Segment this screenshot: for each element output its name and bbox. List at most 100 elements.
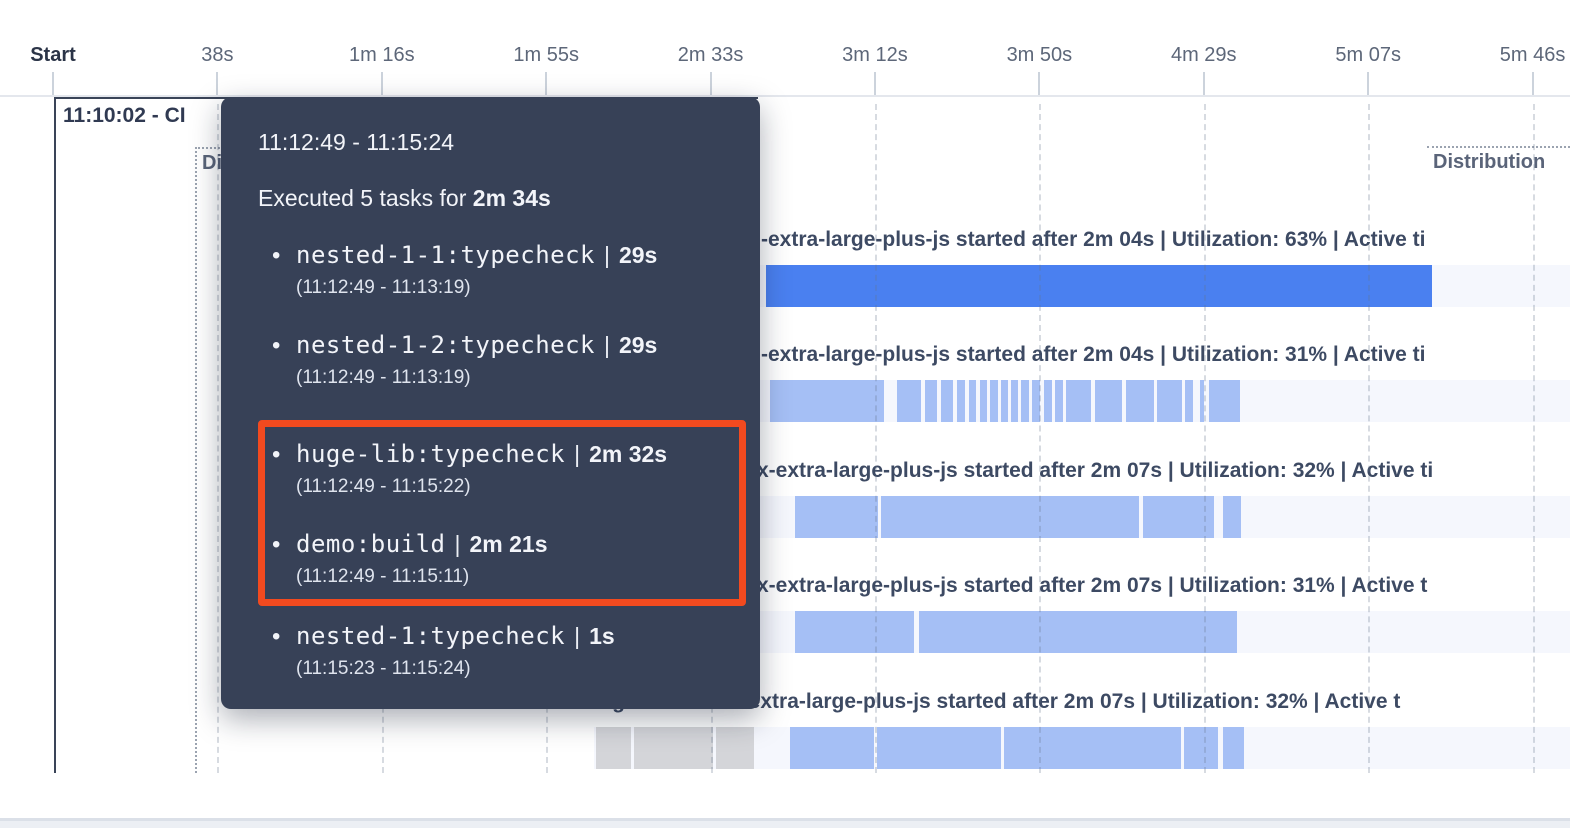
task-separator: | bbox=[603, 332, 610, 358]
gridline bbox=[1368, 104, 1371, 773]
axis-tick-mark bbox=[216, 72, 219, 95]
task-segment[interactable] bbox=[1199, 380, 1205, 422]
task-segment[interactable] bbox=[1126, 380, 1154, 422]
bullet-icon: • bbox=[272, 623, 281, 650]
task-segment[interactable] bbox=[1208, 380, 1241, 422]
task-separator: | bbox=[603, 242, 610, 268]
task-item: • nested-1-2:typecheck | 29s (11:12:49 - 11:… bbox=[258, 330, 746, 389]
task-name-line: nested-1-2:typecheck | 29s bbox=[296, 330, 746, 361]
axis-tick-mark bbox=[1202, 72, 1205, 95]
axis-tick-mark bbox=[1531, 72, 1534, 95]
task-time-range: (11:12:49 - 11:15:11) bbox=[296, 566, 470, 587]
task-segment[interactable] bbox=[790, 727, 875, 769]
task-duration: 29s bbox=[618, 242, 658, 268]
highlight-box: • huge-lib:typecheck | 2m 32s (11:12:49 - 11… bbox=[258, 420, 746, 606]
axis-tick-label: 5m 46s bbox=[1499, 44, 1566, 66]
idle-segment[interactable] bbox=[596, 727, 632, 769]
task-segment[interactable] bbox=[1032, 380, 1040, 422]
task-separator: | bbox=[574, 441, 581, 467]
task-segment[interactable] bbox=[766, 265, 1432, 307]
task-item: • nested-1-1:typecheck | 29s (11:12:49 - 11:… bbox=[258, 240, 746, 299]
task-time-range: (11:15:23 - 11:15:24) bbox=[296, 658, 471, 679]
axis-tick-label: 1m 55s bbox=[513, 44, 579, 66]
axis-tick-label: Start bbox=[30, 44, 76, 66]
axis-tick-mark bbox=[52, 72, 54, 95]
axis-tick-label: 3m 50s bbox=[1006, 44, 1073, 66]
task-segment[interactable] bbox=[918, 611, 1238, 653]
axis-tick-label: 38s bbox=[201, 44, 234, 66]
distribution-box-right-top-border bbox=[1427, 146, 1570, 148]
task-segment[interactable] bbox=[968, 380, 977, 422]
axis-tick-label: 3m 12s bbox=[842, 44, 908, 66]
task-segment[interactable] bbox=[1003, 727, 1182, 769]
distribution-box-left-border bbox=[195, 147, 197, 773]
task-segment[interactable] bbox=[795, 611, 914, 653]
agent-row-label: Agent 2 - linux-extra-large-plus-js star… bbox=[597, 690, 1401, 713]
task-segment[interactable] bbox=[897, 380, 922, 422]
task-name-line: demo:build | 2m 21s bbox=[296, 529, 739, 560]
task-name: nested-1:typecheck bbox=[296, 622, 566, 650]
task-name: demo:build bbox=[296, 530, 446, 558]
task-segment[interactable] bbox=[1000, 380, 1009, 422]
task-separator: | bbox=[454, 531, 461, 557]
task-time-range: (11:12:49 - 11:15:22) bbox=[296, 476, 471, 497]
axis-tick-mark bbox=[873, 72, 876, 95]
axis-baseline bbox=[0, 95, 1570, 97]
task-segment[interactable] bbox=[1094, 380, 1123, 422]
axis-tick-mark bbox=[1367, 72, 1370, 95]
axis-tick-mark bbox=[1038, 72, 1041, 95]
task-list: • nested-1-1:typecheck | 29s (11:12:49 - 11:… bbox=[258, 240, 746, 680]
tooltip-summary: Executed 5 tasks for 2m 34s bbox=[258, 185, 746, 212]
task-segment[interactable] bbox=[1222, 727, 1244, 769]
bullet-icon: • bbox=[272, 441, 281, 468]
tooltip-time-range: 11:12:49 - 11:15:24 bbox=[258, 129, 455, 155]
task-segment[interactable] bbox=[1143, 496, 1214, 538]
agent-row-label: -extra-large-plus-js started after 2m 04… bbox=[761, 228, 1426, 251]
task-duration: 29s bbox=[618, 332, 658, 358]
task-segment[interactable] bbox=[1222, 496, 1241, 538]
task-name: nested-1-2:typecheck bbox=[296, 331, 595, 359]
task-segment[interactable] bbox=[769, 380, 884, 422]
axis-tick-label: 1m 16s bbox=[348, 44, 415, 66]
task-name: nested-1-1:typecheck bbox=[296, 241, 595, 269]
task-time-range: (11:12:49 - 11:13:19) bbox=[296, 367, 471, 388]
task-segment[interactable] bbox=[1184, 727, 1218, 769]
task-segment[interactable] bbox=[1184, 380, 1193, 422]
task-segment[interactable] bbox=[1156, 380, 1182, 422]
tooltip-summary-duration: 2m 34s bbox=[472, 185, 551, 211]
task-segment[interactable] bbox=[941, 380, 954, 422]
task-duration: 2m 32s bbox=[589, 441, 668, 467]
task-segment[interactable] bbox=[1055, 380, 1063, 422]
tooltip-summary-text: Executed 5 tasks for bbox=[258, 185, 473, 211]
task-segment[interactable] bbox=[980, 380, 987, 422]
task-separator: | bbox=[574, 623, 581, 649]
axis-tick-mark bbox=[545, 72, 548, 95]
bullet-icon: • bbox=[272, 242, 281, 269]
gridline bbox=[1532, 104, 1535, 773]
agent-row-label: -extra-large-plus-js started after 2m 04… bbox=[761, 343, 1426, 366]
task-segment[interactable] bbox=[1011, 380, 1019, 422]
axis-tick-label: 4m 29s bbox=[1170, 44, 1237, 66]
axis-tick-label: 2m 33s bbox=[677, 44, 744, 66]
footer-strip bbox=[0, 818, 1570, 828]
axis-tick-label: 5m 07s bbox=[1335, 44, 1401, 66]
idle-segment[interactable] bbox=[716, 727, 755, 769]
agent-row-label: x-extra-large-plus-js started after 2m 0… bbox=[757, 574, 1428, 597]
distribution-label-right: Distribution bbox=[1433, 151, 1546, 173]
task-segment[interactable] bbox=[956, 380, 966, 422]
task-segment[interactable] bbox=[1021, 380, 1030, 422]
task-segment[interactable] bbox=[989, 380, 998, 422]
bullet-icon: • bbox=[272, 531, 281, 558]
idle-segment[interactable] bbox=[634, 727, 714, 769]
task-segment[interactable] bbox=[795, 496, 878, 538]
task-name-line: huge-lib:typecheck | 2m 32s bbox=[296, 439, 739, 470]
gridline bbox=[874, 104, 877, 773]
task-segment[interactable] bbox=[880, 496, 1139, 538]
gridline bbox=[217, 104, 220, 773]
task-segment[interactable] bbox=[1065, 380, 1092, 422]
task-segment[interactable] bbox=[924, 380, 937, 422]
task-segment[interactable] bbox=[877, 727, 1001, 769]
build-box-left-border bbox=[54, 97, 56, 773]
task-segment[interactable] bbox=[1044, 380, 1053, 422]
task-item: • huge-lib:typecheck | 2m 32s (11:12:49 - 11… bbox=[265, 439, 739, 498]
